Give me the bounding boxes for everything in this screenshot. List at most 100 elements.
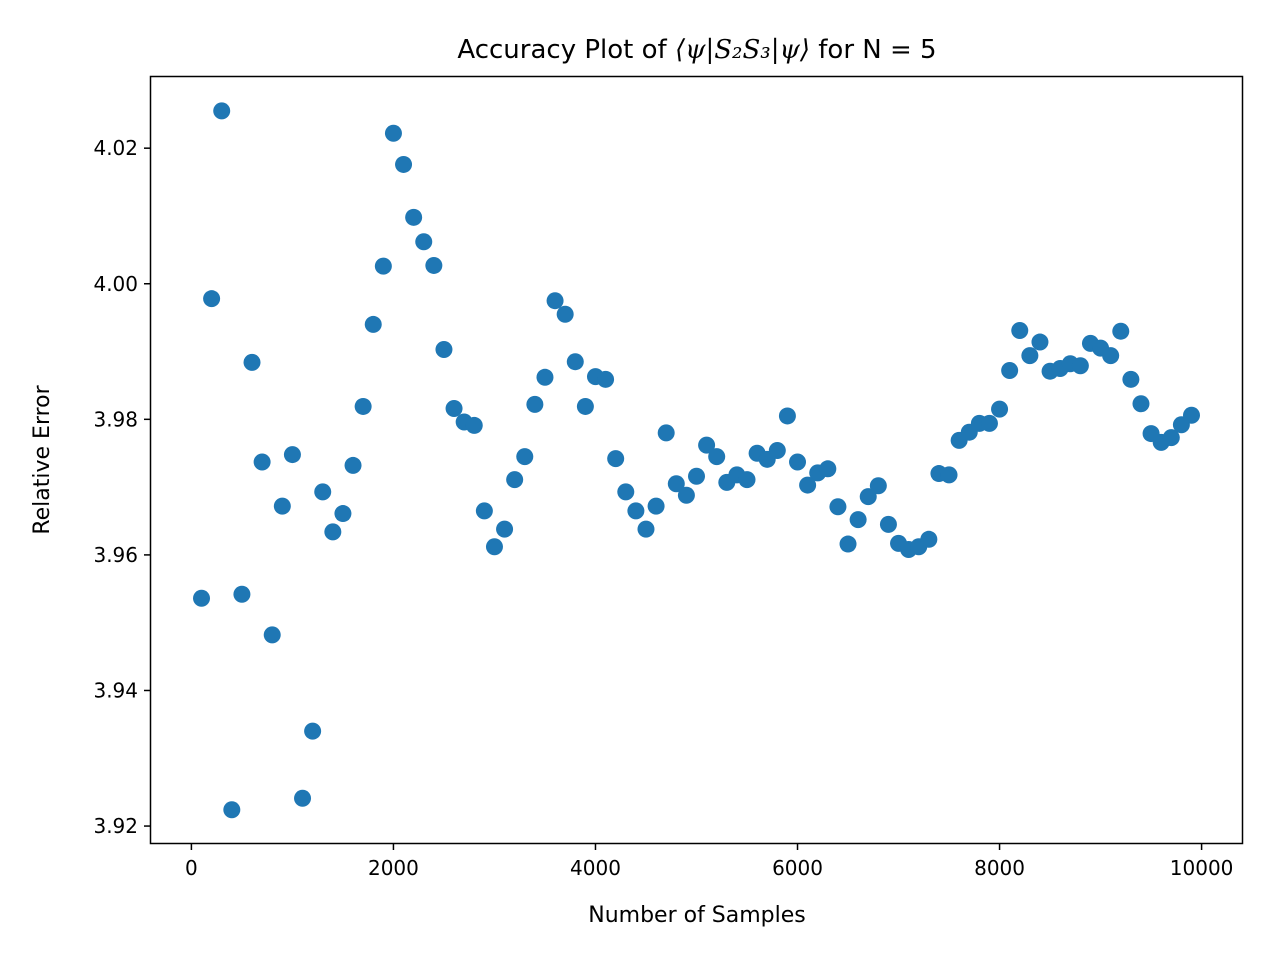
y-tick-label: 3.92	[93, 814, 138, 838]
data-point	[243, 353, 261, 371]
data-point	[849, 511, 867, 529]
data-point	[940, 466, 958, 484]
y-tick-label: 3.94	[93, 678, 138, 702]
x-tick-label: 4000	[570, 856, 621, 880]
chart-title: Accuracy Plot of ⟨ψ|S₂S₃|ψ⟩ for N = 5	[457, 35, 936, 65]
data-point	[839, 535, 857, 553]
data-point	[395, 155, 413, 173]
data-point	[263, 626, 281, 644]
data-point	[1132, 395, 1150, 413]
data-point	[415, 233, 433, 251]
data-point	[344, 456, 362, 474]
data-point	[819, 460, 837, 478]
data-point	[445, 399, 463, 417]
data-point	[789, 453, 807, 471]
data-point	[708, 448, 726, 466]
data-point	[354, 397, 372, 415]
data-point	[566, 353, 584, 371]
data-point	[576, 397, 594, 415]
x-axis: 0 2000 4000 6000 8000 10000	[185, 843, 1233, 880]
data-point	[364, 315, 382, 333]
chart-title-suffix: for N = 5	[810, 35, 937, 65]
data-point	[1001, 362, 1019, 380]
data-point	[475, 502, 493, 520]
data-point	[223, 801, 241, 819]
y-tick-label: 4.02	[93, 136, 138, 160]
data-point	[869, 477, 887, 495]
data-point	[516, 448, 534, 466]
data-point	[304, 722, 322, 740]
x-tick-label: 10000	[1170, 856, 1234, 880]
data-point	[1102, 347, 1120, 365]
data-point	[506, 471, 524, 489]
data-point	[657, 424, 675, 442]
data-point	[283, 446, 301, 464]
data-point	[405, 208, 423, 226]
data-points	[193, 102, 1200, 819]
data-point	[1182, 406, 1200, 424]
data-point	[1162, 429, 1180, 447]
x-tick-label: 6000	[772, 856, 823, 880]
x-axis-label: Number of Samples	[588, 903, 806, 928]
data-point	[617, 483, 635, 501]
data-point	[334, 505, 352, 523]
y-axis: 3.92 3.94 3.96 3.98 4.00 4.02	[93, 136, 151, 838]
x-tick-label: 2000	[368, 856, 419, 880]
data-point	[193, 589, 211, 607]
data-point	[688, 467, 705, 485]
data-point	[425, 256, 443, 274]
data-point	[496, 520, 514, 538]
chart-title-math: ⟨ψ|S₂S₃|ψ⟩	[675, 35, 810, 65]
chart-title-prefix: Accuracy Plot of	[457, 35, 675, 65]
data-point	[465, 416, 483, 434]
data-point	[1122, 370, 1140, 388]
data-point	[980, 414, 998, 432]
data-point	[637, 520, 655, 538]
data-point	[627, 502, 645, 520]
data-point	[556, 305, 574, 323]
data-point	[273, 497, 291, 515]
x-tick-label: 8000	[974, 856, 1025, 880]
data-point	[1071, 357, 1089, 375]
data-point	[546, 292, 564, 310]
data-point	[768, 442, 786, 460]
data-point	[991, 400, 1009, 418]
data-point	[698, 436, 716, 454]
y-tick-label: 3.98	[93, 407, 138, 431]
data-point	[435, 341, 453, 359]
data-point	[253, 453, 271, 471]
data-point	[536, 368, 554, 386]
plot-frame	[149, 75, 1244, 845]
x-tick-label: 0	[185, 856, 198, 880]
data-point	[1112, 322, 1130, 340]
data-point	[799, 476, 817, 494]
data-point	[829, 498, 847, 516]
data-point	[384, 124, 402, 142]
data-point	[920, 530, 938, 548]
data-point	[485, 538, 503, 556]
data-point	[667, 475, 685, 493]
data-point	[1021, 347, 1039, 365]
y-axis-label: Relative Error	[30, 384, 55, 534]
data-point	[324, 523, 342, 541]
y-tick-label: 3.96	[93, 543, 138, 567]
data-point	[233, 585, 251, 603]
data-point	[778, 407, 796, 425]
data-point	[1011, 322, 1029, 340]
data-point	[677, 486, 695, 504]
data-point	[213, 102, 231, 120]
data-point	[597, 370, 615, 388]
data-point	[294, 789, 312, 807]
data-point	[859, 488, 877, 506]
data-point	[879, 515, 897, 533]
data-point	[374, 257, 392, 275]
data-point	[1031, 333, 1049, 351]
data-point	[203, 290, 221, 308]
data-point	[607, 450, 625, 468]
data-point	[738, 471, 756, 489]
y-tick-label: 4.00	[93, 272, 138, 296]
data-point	[314, 483, 332, 501]
data-point	[647, 497, 665, 515]
